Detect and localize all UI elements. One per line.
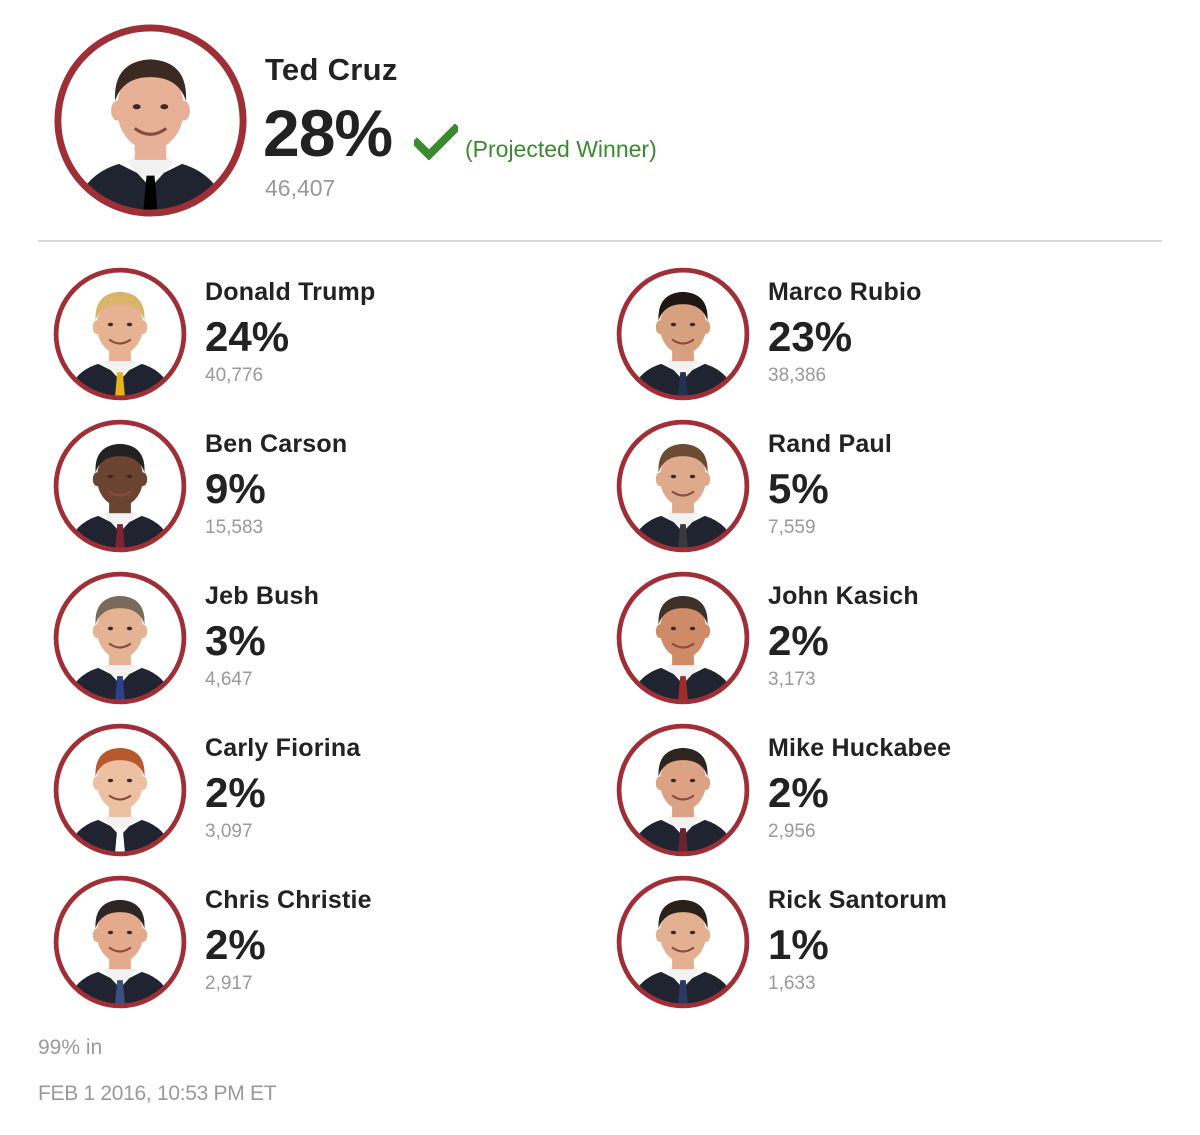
- checkmark-icon: [414, 124, 458, 160]
- candidate-percent: 9%: [205, 465, 266, 512]
- candidate-card: Chris Christie 2% 2,917: [52, 874, 552, 1014]
- candidate-avatar: [52, 418, 188, 554]
- candidate-card: Rand Paul 5% 7,559: [615, 418, 1115, 558]
- winner-avatar: [52, 22, 249, 219]
- candidate-avatar: [615, 418, 751, 554]
- winner-percent: 28%: [263, 96, 393, 170]
- candidate-percent: 2%: [768, 617, 829, 664]
- candidate-avatar: [52, 722, 188, 858]
- candidate-card: Mike Huckabee 2% 2,956: [615, 722, 1115, 862]
- candidate-avatar: [615, 722, 751, 858]
- candidate-votes: 3,173: [768, 669, 816, 690]
- candidate-card: Carly Fiorina 2% 3,097: [52, 722, 552, 862]
- projected-winner-label: (Projected Winner): [465, 136, 657, 162]
- candidate-votes: 7,559: [768, 517, 816, 538]
- candidate-avatar: [615, 266, 751, 402]
- candidate-card: Jeb Bush 3% 4,647: [52, 570, 552, 710]
- candidate-votes: 3,097: [205, 821, 253, 842]
- candidate-votes: 38,386: [768, 365, 827, 386]
- candidate-card: John Kasich 2% 3,173: [615, 570, 1115, 710]
- candidate-name: Mike Huckabee: [768, 734, 952, 762]
- candidate-votes: 2,956: [768, 821, 816, 842]
- candidate-name: Jeb Bush: [205, 582, 320, 610]
- candidate-name: Rick Santorum: [768, 886, 948, 914]
- candidate-avatar: [615, 874, 751, 1010]
- candidate-avatar: [615, 570, 751, 706]
- candidate-votes: 4,647: [205, 669, 253, 690]
- candidate-percent: 3%: [205, 617, 266, 664]
- candidate-avatar: [52, 570, 188, 706]
- candidate-name: Ben Carson: [205, 430, 348, 458]
- candidate-card: Ben Carson 9% 15,583: [52, 418, 552, 558]
- candidate-name: Marco Rubio: [768, 278, 922, 306]
- candidate-percent: 2%: [205, 769, 266, 816]
- candidate-votes: 15,583: [205, 517, 264, 538]
- winner-name: Ted Cruz: [265, 52, 398, 87]
- reporting-status: 99% in: [38, 1036, 103, 1059]
- timestamp: FEB 1 2016, 10:53 PM ET: [38, 1082, 277, 1105]
- candidate-name: Carly Fiorina: [205, 734, 361, 762]
- candidate-name: Rand Paul: [768, 430, 893, 458]
- candidate-percent: 2%: [768, 769, 829, 816]
- candidate-avatar: [52, 266, 188, 402]
- candidate-percent: 1%: [768, 921, 829, 968]
- candidate-name: John Kasich: [768, 582, 919, 610]
- candidate-avatar: [52, 874, 188, 1010]
- candidate-name: Chris Christie: [205, 886, 372, 914]
- candidate-card: Marco Rubio 23% 38,386: [615, 266, 1115, 406]
- candidate-votes: 40,776: [205, 365, 264, 386]
- divider: [38, 240, 1162, 242]
- candidate-percent: 23%: [768, 313, 853, 360]
- candidate-card: Donald Trump 24% 40,776: [52, 266, 552, 406]
- candidate-votes: 1,633: [768, 973, 816, 994]
- candidate-card: Rick Santorum 1% 1,633: [615, 874, 1115, 1014]
- candidate-percent: 2%: [205, 921, 266, 968]
- winner-votes: 46,407: [265, 175, 336, 201]
- candidate-percent: 5%: [768, 465, 829, 512]
- candidate-percent: 24%: [205, 313, 290, 360]
- candidate-name: Donald Trump: [205, 278, 376, 306]
- winner-card: Ted Cruz 28% (Projected Winner) 46,407: [52, 22, 952, 222]
- candidate-votes: 2,917: [205, 973, 253, 994]
